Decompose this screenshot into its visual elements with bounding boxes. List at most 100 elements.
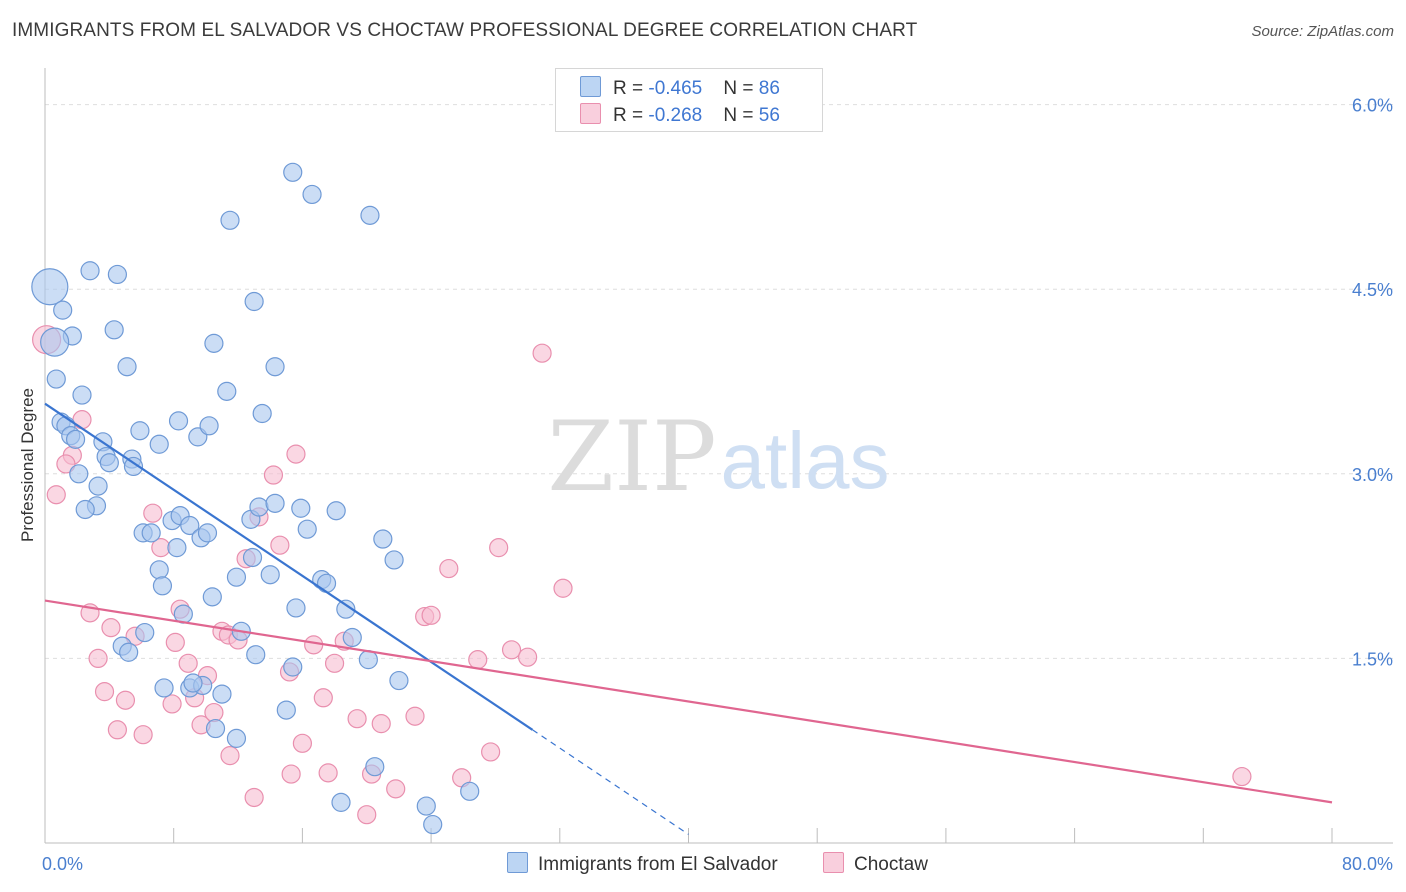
el-salvador-point (88, 476, 108, 496)
el-salvador-point (75, 499, 95, 520)
el-salvador-point (265, 357, 285, 377)
choctaw-point (468, 650, 488, 670)
el-salvador-point (104, 320, 124, 340)
choctaw-point (318, 763, 338, 783)
choctaw-point (1232, 766, 1252, 787)
x-tick-label: 0.0% (42, 854, 83, 874)
choctaw-point (165, 632, 185, 653)
el-salvador-point (423, 814, 443, 835)
watermark: ZIP atlas (547, 401, 889, 513)
legend-r-value: -0.465 (648, 78, 703, 99)
el-salvador-point (135, 622, 155, 643)
choctaw-point (532, 343, 552, 363)
bottom-legend-label: Immigrants from El Salvador (538, 854, 778, 875)
choctaw-point (107, 720, 127, 740)
el-salvador-point (217, 381, 237, 401)
legend-r-label: R = (613, 105, 649, 126)
bottom-legend-swatch-pink (823, 852, 844, 873)
bottom-legend-label: Choctaw (854, 854, 928, 875)
y-tick-label: 4.5% (1352, 280, 1393, 300)
el-salvador-point (283, 162, 303, 182)
legend-n-value: 86 (758, 78, 780, 99)
axes (44, 68, 1393, 844)
bottom-legend-el-salvador: Immigrants from El Salvador (507, 852, 778, 876)
el-salvador-point (331, 792, 351, 812)
el-salvador-point (80, 261, 100, 281)
choctaw-point (244, 787, 264, 808)
choctaw-point (421, 605, 441, 625)
y-tick-label: 6.0% (1352, 96, 1393, 116)
choctaw-point (220, 746, 240, 766)
legend-r-label: R = (613, 78, 649, 99)
el-salvador-point (212, 684, 232, 704)
el-salvador-point (226, 728, 247, 748)
el-salvador-point (202, 587, 222, 607)
el-salvador-trend-extension (532, 729, 689, 835)
el-salvador-point (46, 369, 66, 389)
choctaw-points (32, 325, 1252, 825)
choctaw-point (88, 648, 108, 669)
el-salvador-point (302, 184, 322, 205)
el-salvador-point (40, 327, 70, 357)
el-salvador-points (31, 162, 480, 835)
el-salvador-point (53, 300, 73, 320)
el-salvador-point (117, 357, 137, 377)
choctaw-point (115, 690, 136, 710)
el-salvador-point (204, 333, 224, 353)
choctaw-point (553, 578, 573, 598)
el-salvador-point (373, 529, 393, 549)
el-salvador-point (168, 411, 189, 431)
el-salvador-point (244, 291, 264, 312)
watermark-atlas: atlas (721, 416, 890, 505)
choctaw-point (286, 444, 306, 464)
gridlines (45, 104, 1393, 659)
el-salvador-point (183, 673, 203, 693)
choctaw-point (405, 706, 425, 726)
el-salvador-point (416, 796, 436, 816)
bottom-legend-swatch-blue (507, 852, 528, 873)
choctaw-point (292, 733, 312, 753)
el-salvador-point (384, 550, 404, 570)
correlation-legend: R = -0.465 N = 86 R = -0.268 N = 56 (555, 68, 823, 132)
el-salvador-point (365, 757, 385, 777)
el-salvador-trend-line (44, 402, 534, 731)
el-salvador-point (283, 657, 303, 677)
legend-n-label: N = (723, 105, 759, 126)
el-salvador-point (297, 519, 317, 539)
choctaw-point (481, 742, 501, 762)
choctaw-point (518, 647, 538, 667)
el-salvador-point (154, 678, 174, 698)
bottom-legend-choctaw: Choctaw (823, 852, 928, 876)
legend-swatch-pink (580, 103, 601, 124)
tick-labels: 1.5% 3.0% 4.5% 6.0% 0.0% 80.0% (42, 96, 1393, 874)
el-salvador-point (141, 523, 161, 543)
el-salvador-point (342, 627, 362, 648)
el-salvador-point (226, 567, 247, 587)
choctaw-point (439, 558, 459, 579)
choctaw-point (304, 635, 324, 655)
el-salvador-point (291, 498, 311, 518)
choctaw-point (46, 485, 66, 505)
legend-swatch-blue (580, 76, 601, 97)
legend-n-value: 56 (758, 105, 780, 126)
el-salvador-point (167, 538, 187, 558)
legend-row-el-salvador: R = -0.465 N = 86 (580, 76, 780, 99)
legend-row-choctaw: R = -0.268 N = 56 (580, 103, 780, 126)
choctaw-point (281, 764, 301, 784)
trend-lines (44, 402, 1333, 835)
el-salvador-point (246, 645, 266, 665)
el-salvador-point (276, 700, 296, 720)
el-salvador-point (336, 599, 356, 619)
choctaw-point (386, 779, 406, 799)
el-salvador-point (180, 515, 200, 536)
y-tick-label: 1.5% (1352, 649, 1393, 669)
el-salvador-point (389, 670, 409, 691)
choctaw-point (162, 694, 182, 714)
el-salvador-point (197, 523, 218, 543)
y-tick-label: 3.0% (1352, 465, 1393, 485)
el-salvador-point (107, 264, 127, 285)
choctaw-point (133, 725, 153, 745)
el-salvador-point (72, 385, 92, 405)
chart-source: Source: ZipAtlas.com (1251, 23, 1394, 40)
